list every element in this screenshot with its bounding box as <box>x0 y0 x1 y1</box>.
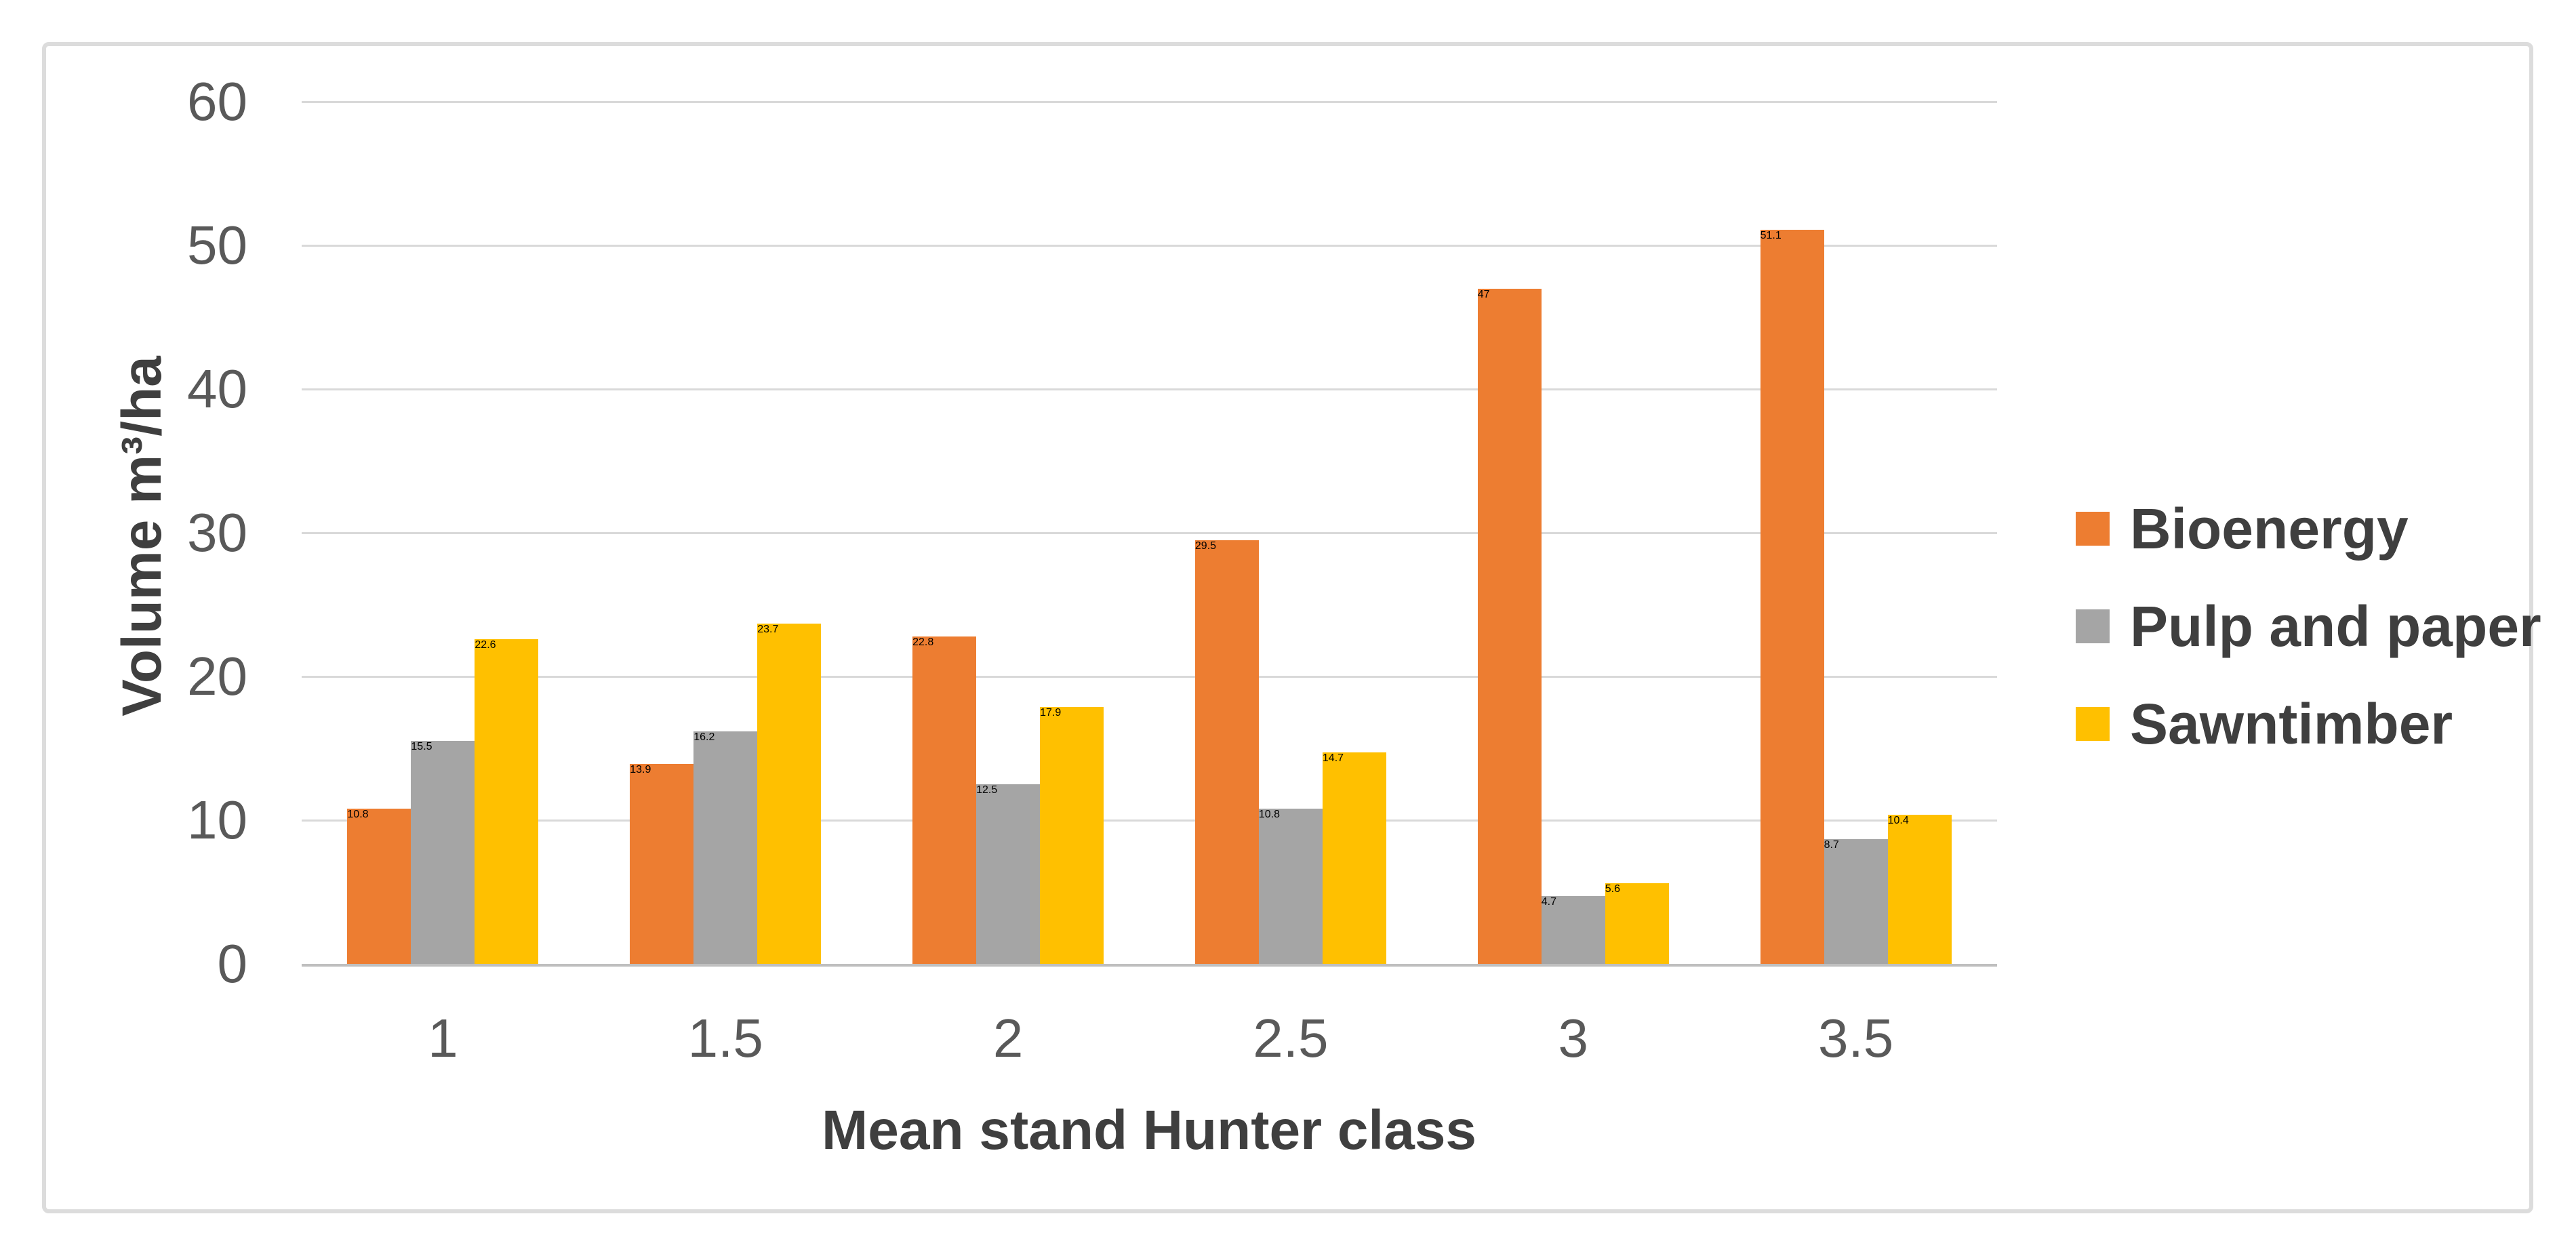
bar-sawntimber-2: 17.9 <box>1040 706 1104 964</box>
gridline-50 <box>302 245 1997 247</box>
bar-sawntimber-1: 22.6 <box>475 639 539 964</box>
y-tick-label-10: 10 <box>187 790 247 850</box>
x-axis-line <box>302 964 1997 967</box>
bar-pulp-and-paper-1.5: 16.2 <box>693 731 758 964</box>
x-tick-label-2.5: 2.5 <box>1253 1008 1329 1068</box>
gridline-30 <box>302 532 1997 534</box>
bar-bioenergy-2: 22.8 <box>912 636 977 964</box>
bar-sawntimber-3: 5.6 <box>1605 883 1669 964</box>
gridline-40 <box>302 388 1997 390</box>
x-tick-label-3: 3 <box>1558 1008 1589 1068</box>
x-tick-label-1: 1 <box>428 1008 458 1068</box>
y-tick-label-40: 40 <box>187 359 247 419</box>
gridline-60 <box>302 101 1997 103</box>
gridline-20 <box>302 676 1997 678</box>
bar-pulp-and-paper-1: 15.5 <box>411 741 475 964</box>
y-tick-label-60: 60 <box>187 71 247 132</box>
bar-pulp-and-paper-3: 4.7 <box>1541 896 1605 964</box>
bar-bioenergy-1: 10.8 <box>347 809 411 964</box>
y-tick-label-20: 20 <box>187 646 247 706</box>
bar-sawntimber-2.5: 14.7 <box>1322 752 1386 964</box>
bar-bioenergy-3: 47 <box>1477 288 1542 964</box>
bar-pulp-and-paper-2.5: 10.8 <box>1258 809 1323 964</box>
chart-frame <box>42 42 2533 1213</box>
y-tick-label-30: 30 <box>187 502 247 563</box>
bar-bioenergy-2.5: 29.5 <box>1194 540 1259 964</box>
bar-bioenergy-3.5: 51.1 <box>1760 229 1824 964</box>
x-axis-title: Mean stand Hunter class <box>821 1099 1477 1161</box>
bar-sawntimber-3.5: 10.4 <box>1887 814 1952 964</box>
x-tick-label-1.5: 1.5 <box>687 1008 763 1068</box>
x-tick-label-2: 2 <box>992 1008 1024 1068</box>
y-tick-label-0: 0 <box>217 933 248 994</box>
bar-sawntimber-1.5: 23.7 <box>757 623 822 964</box>
gridline-10 <box>302 820 1997 822</box>
bar-bioenergy-1.5: 13.9 <box>630 764 694 964</box>
y-tick-label-50: 50 <box>187 215 247 275</box>
x-tick-label-3.5: 3.5 <box>1817 1008 1894 1068</box>
bar-pulp-and-paper-2: 12.5 <box>976 784 1041 964</box>
bar-pulp-and-paper-3.5: 8.7 <box>1824 838 1888 964</box>
